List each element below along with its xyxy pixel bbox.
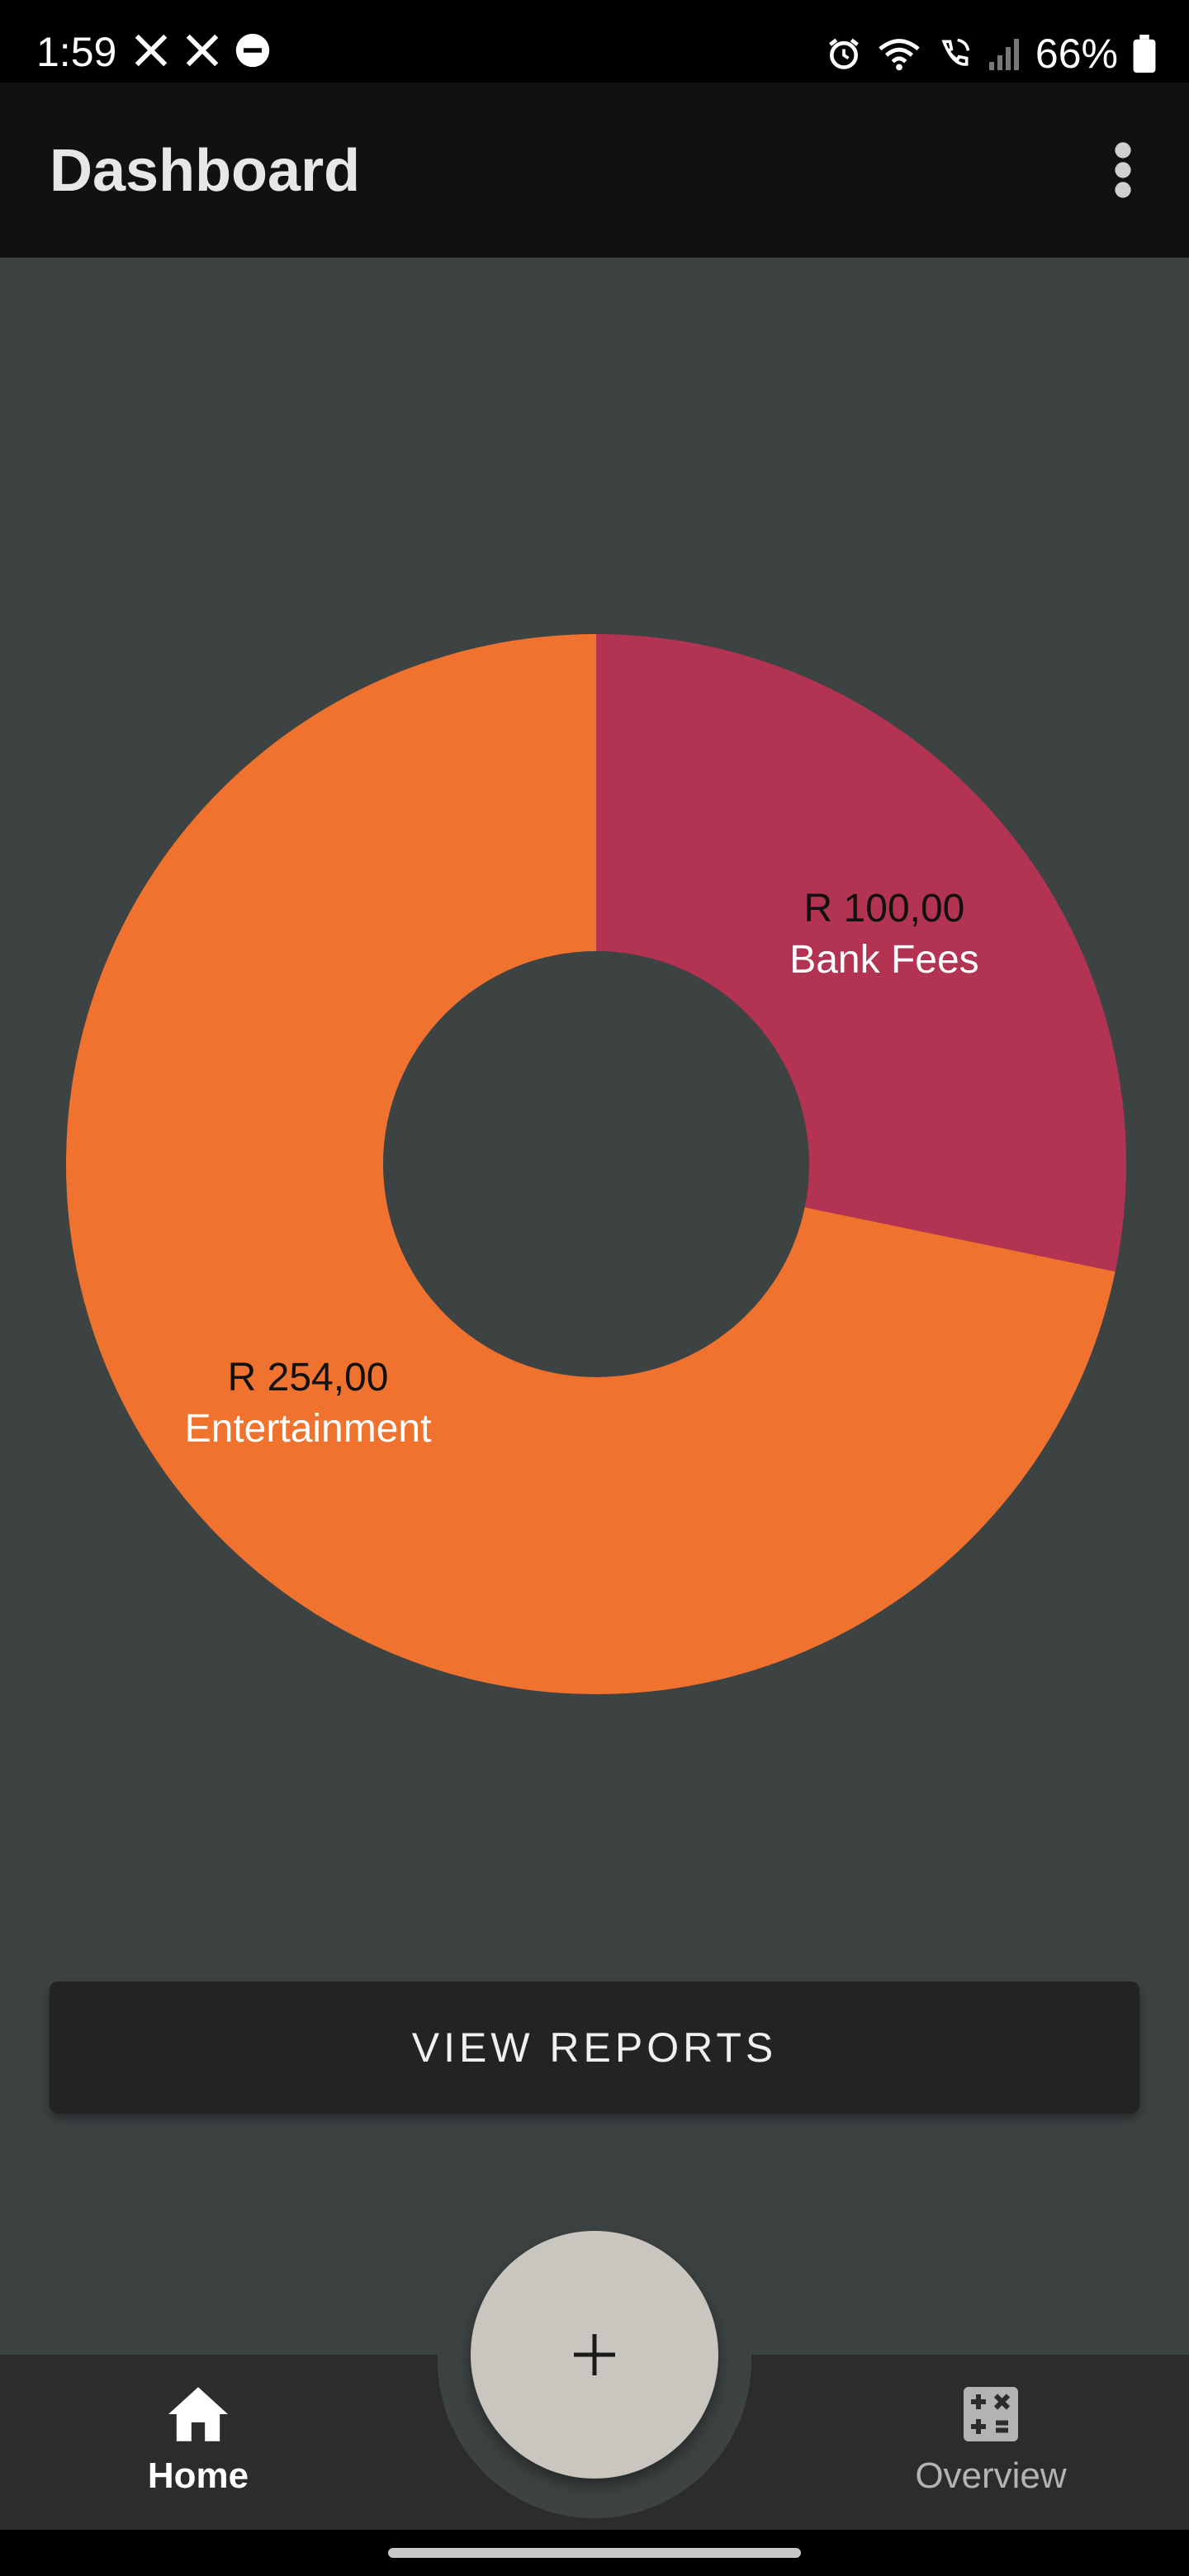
signal-icon [988,39,1019,70]
expense-donut-chart: R 100,00 Bank Fees R 254,00 Entertainment [65,634,1126,1694]
status-bar: 1:59 [0,0,1189,83]
plus-icon [574,2334,615,2375]
wifi-icon [879,39,920,71]
x-logo-icon [186,34,219,67]
battery-percentage: 66% [1035,31,1118,77]
nav-label-overview: Overview [915,2455,1067,2496]
nav-item-overview[interactable]: Overview [867,2384,1115,2508]
more-vert-icon [1115,142,1131,198]
donut-hole [383,951,809,1377]
slice-value-label: R 100,00 [804,887,965,930]
slice-category-label: Entertainment [185,1407,432,1451]
view-reports-button[interactable]: VIEW REPORTS [50,1982,1139,2114]
calculator-icon [964,2387,1018,2441]
nav-label-home: Home [147,2455,249,2496]
battery-icon [1133,35,1156,73]
slice-category-label: Bank Fees [789,938,978,982]
nav-item-home[interactable]: Home [74,2384,322,2508]
add-transaction-fab[interactable] [471,2231,718,2479]
slice-value-label: R 254,00 [228,1356,389,1399]
do-not-disturb-icon [235,33,270,68]
gesture-bar [0,2530,1189,2576]
home-icon [168,2387,228,2441]
alarm-icon [829,38,859,69]
home-indicator[interactable] [388,2548,801,2558]
page-title: Dashboard [50,138,361,204]
app-bar: Dashboard [0,83,1189,258]
wifi-calling-icon [941,38,970,66]
x-logo-icon [135,34,168,67]
more-options-button[interactable] [1093,140,1153,200]
status-time: 1:59 [36,29,117,75]
